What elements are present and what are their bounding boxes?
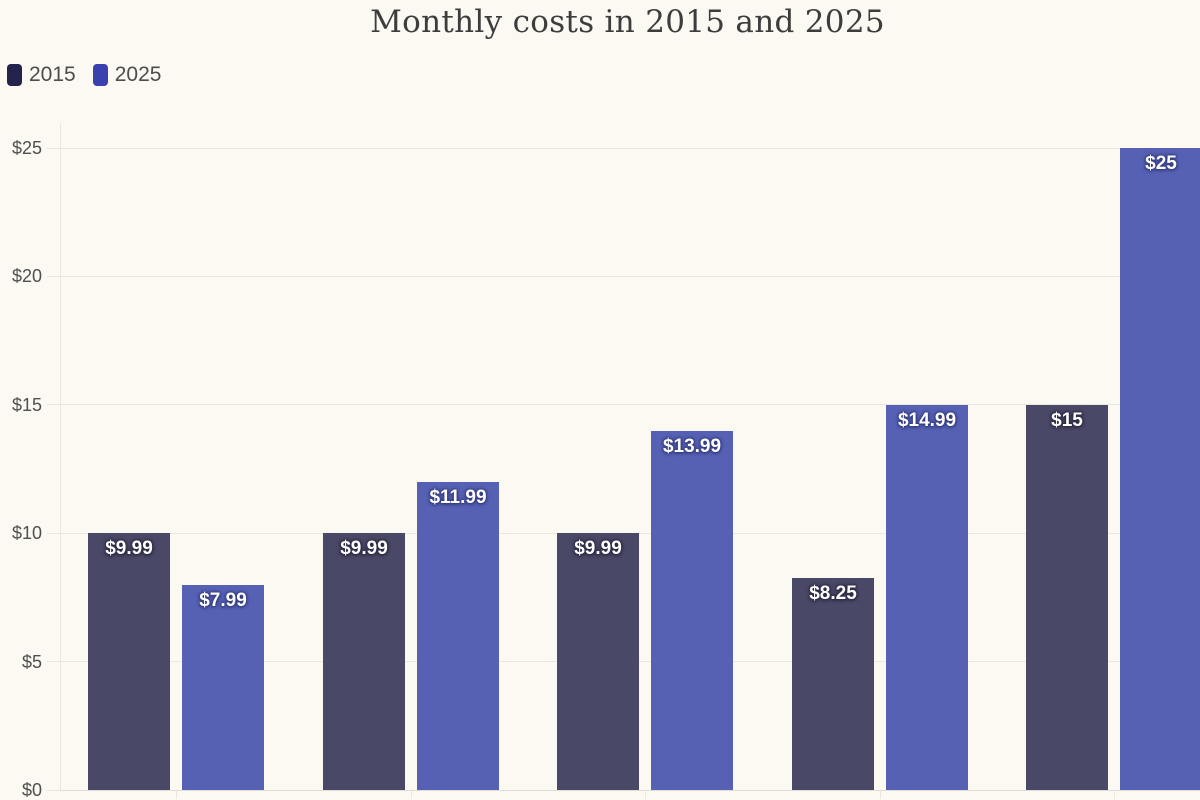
gridline bbox=[60, 275, 1200, 277]
bar-2015-group-1: $9.99 bbox=[88, 533, 170, 790]
bar-2015-group-3: $9.99 bbox=[557, 533, 639, 790]
bar-value-label: $25 bbox=[1145, 153, 1177, 174]
bar-value-label: $14.99 bbox=[897, 410, 957, 431]
legend: 2015 2025 bbox=[7, 63, 161, 87]
x-axis-tick-mark bbox=[880, 791, 881, 799]
y-axis-tick-mark bbox=[47, 404, 60, 406]
y-axis-tick-mark bbox=[47, 275, 60, 277]
y-axis-tick-label: $0 bbox=[21, 780, 42, 800]
x-axis-baseline bbox=[60, 789, 1200, 791]
y-axis-tick-label: $15 bbox=[11, 394, 42, 415]
bar-value-label: $9.99 bbox=[340, 538, 388, 559]
bar-2015-group-2: $9.99 bbox=[323, 533, 405, 790]
legend-item-2015: 2015 bbox=[7, 63, 76, 87]
gridline bbox=[60, 147, 1200, 149]
bar-value-label: $8.25 bbox=[809, 583, 857, 604]
y-axis-tick-mark bbox=[47, 532, 60, 534]
legend-label: 2025 bbox=[114, 63, 162, 86]
y-axis-tick-label: $25 bbox=[11, 138, 42, 158]
bar-value-label: $13.99 bbox=[662, 436, 722, 457]
bar-value-label: $11.99 bbox=[429, 487, 487, 508]
legend-swatch-icon bbox=[7, 64, 22, 86]
legend-swatch-icon bbox=[92, 64, 108, 86]
y-axis-line bbox=[60, 123, 61, 790]
x-axis-tick-mark bbox=[1114, 791, 1115, 799]
bar-2025-group-4: $14.99 bbox=[886, 405, 968, 790]
bar-2015-group-4: $8.25 bbox=[792, 578, 874, 790]
x-axis-tick-mark bbox=[645, 791, 646, 799]
y-axis-tick-mark bbox=[47, 147, 60, 149]
bar-value-label: $9.99 bbox=[105, 538, 153, 559]
bar-value-label: $9.99 bbox=[574, 538, 622, 559]
bar-value-label: $15 bbox=[1051, 410, 1083, 431]
y-axis-tick-mark bbox=[47, 661, 60, 663]
legend-label: 2015 bbox=[29, 63, 76, 86]
legend-item-2025: 2025 bbox=[92, 63, 162, 87]
x-axis-tick-mark bbox=[176, 791, 177, 799]
bar-2025-group-2: $11.99 bbox=[417, 482, 499, 790]
chart-title: Monthly costs in 2015 and 2025 bbox=[370, 4, 885, 40]
x-axis-tick-mark bbox=[411, 791, 412, 799]
bar-2025-group-1: $7.99 bbox=[182, 585, 264, 790]
y-axis-tick-label: $5 bbox=[21, 651, 42, 672]
y-axis-tick-mark bbox=[47, 789, 60, 791]
bar-2025-group-3: $13.99 bbox=[651, 431, 733, 790]
gridline bbox=[60, 404, 1200, 406]
bar-2015-group-5: $15 bbox=[1026, 405, 1108, 790]
y-axis-tick-label: $20 bbox=[11, 266, 42, 287]
bar-2025-group-5: $25 bbox=[1120, 148, 1200, 790]
y-axis-tick-label: $10 bbox=[11, 523, 42, 544]
bar-value-label: $7.99 bbox=[199, 590, 247, 611]
